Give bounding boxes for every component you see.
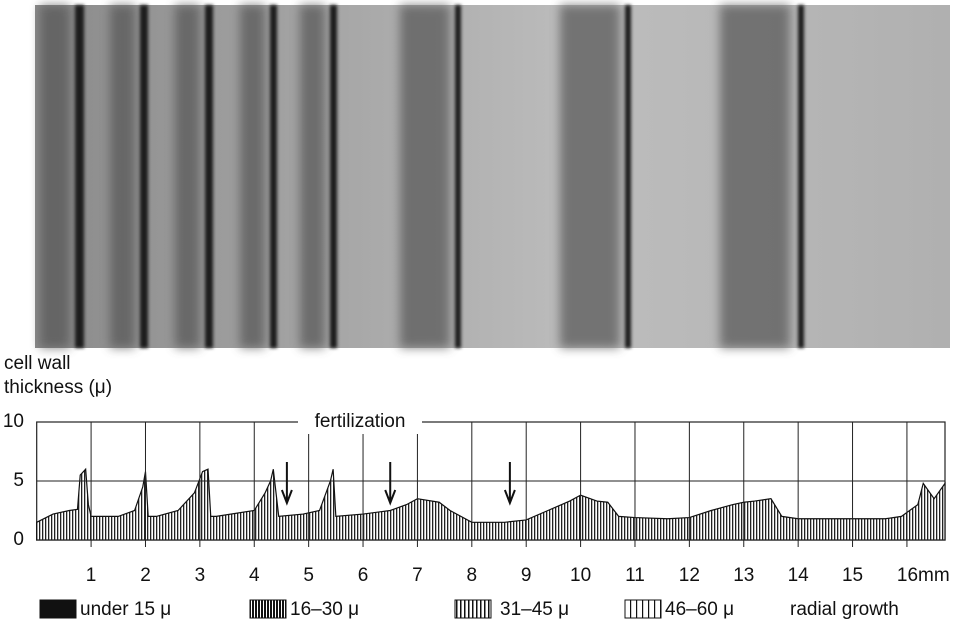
legend-label: 16–30 μ <box>290 599 359 620</box>
legend-swatch <box>249 599 287 619</box>
y-tick-label: 0 <box>13 529 24 550</box>
x-tick-label: 15 <box>842 565 863 586</box>
y-tick-label: 10 <box>3 411 24 432</box>
legend-swatch <box>39 599 77 619</box>
x-tick-label: 2 <box>140 565 151 586</box>
y-axis-label: cell wall <box>4 353 71 374</box>
y-axis-label: thickness (μ) <box>4 377 112 398</box>
x-tick-label: 7 <box>412 565 423 586</box>
x-tick-label: 3 <box>195 565 206 586</box>
tree-ring-photo <box>35 5 950 348</box>
legend-label: under 15 μ <box>80 599 171 620</box>
annotation-arrow <box>503 462 516 506</box>
annotation-arrow <box>280 462 293 506</box>
annotation-arrow <box>384 462 397 506</box>
x-tick-label: 8 <box>467 565 478 586</box>
x-tick-label: 10 <box>570 565 591 586</box>
x-tick-label: 9 <box>521 565 532 586</box>
legend-label: 31–45 μ <box>500 599 569 620</box>
x-axis-label: radial growth <box>790 599 899 620</box>
x-tick-label: 5 <box>303 565 314 586</box>
x-tick-label: 1 <box>86 565 97 586</box>
x-tick-label: 11 <box>625 565 645 586</box>
x-tick-label: 12 <box>679 565 700 586</box>
x-tick-label: 13 <box>733 565 754 586</box>
x-tick-label: 16mm <box>897 565 950 586</box>
x-tick-label: 6 <box>358 565 369 586</box>
x-tick-label: 14 <box>788 565 810 586</box>
legend-swatch <box>454 599 492 619</box>
annotation: fertilization <box>315 411 406 432</box>
annotation-bg <box>298 410 422 434</box>
y-tick-label: 5 <box>13 470 24 491</box>
legend-swatch <box>624 599 662 619</box>
x-tick-label: 4 <box>249 565 260 586</box>
legend-label: 46–60 μ <box>665 599 734 620</box>
